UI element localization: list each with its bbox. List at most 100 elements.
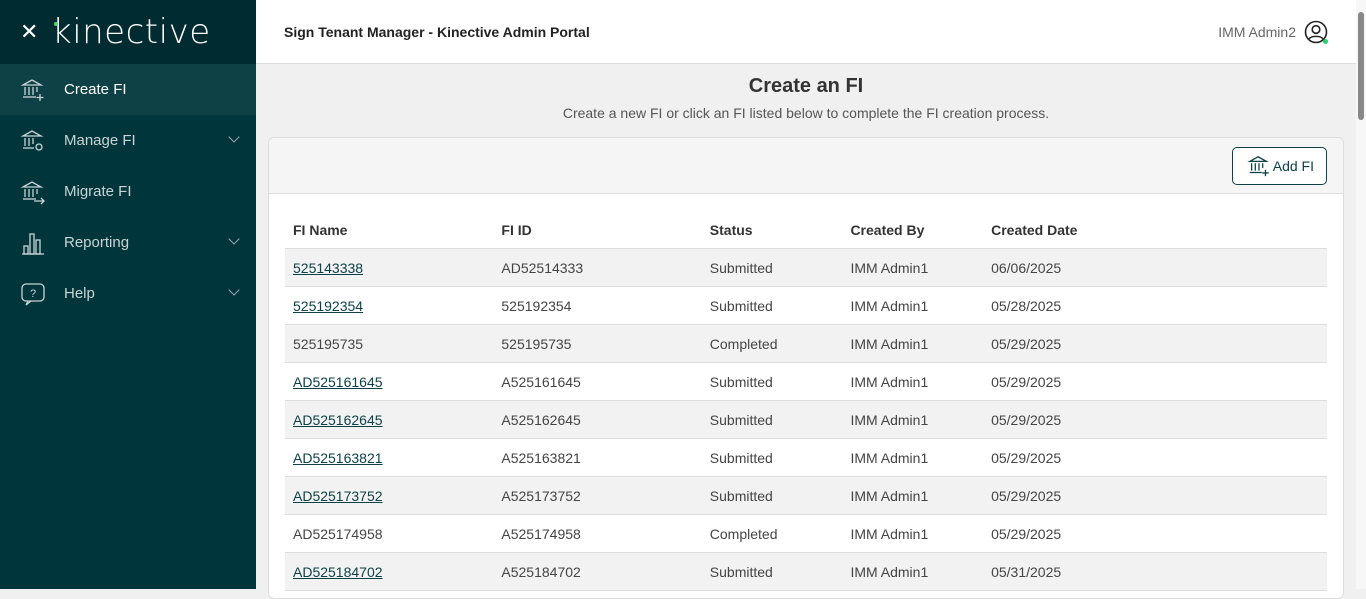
main-content: Create an FI Create a new FI or click an… xyxy=(256,65,1356,599)
sidebar-item-label: Help xyxy=(64,285,95,302)
fi-name-link[interactable]: AD525163821 xyxy=(293,449,383,466)
status-cell: Submitted xyxy=(701,552,843,591)
sidebar-item-create-fi[interactable]: Create FI xyxy=(0,64,256,115)
created-date-cell: 05/29/2025 xyxy=(983,362,1327,401)
created-date-cell: 05/29/2025 xyxy=(983,476,1327,515)
fi-id-cell: A525184702 xyxy=(493,552,702,591)
page-title: Create an FI xyxy=(748,75,864,97)
fi-name-cell: AD525161645 xyxy=(285,362,494,401)
bank-plus-icon xyxy=(1247,156,1269,177)
user-name: IMM Admin2 xyxy=(1218,23,1296,40)
fi-table: FI Name FI ID Status Created By Created Date… xyxy=(285,210,1327,591)
sidebar-item-label: Manage FI xyxy=(64,132,136,149)
chevron-down-icon[interactable] xyxy=(228,233,240,245)
created-by-cell: IMM Admin1 xyxy=(842,400,984,439)
table-row: 525192354 525192354 Submitted IMM Admin1 05/… xyxy=(285,286,1327,325)
sidebar-item-help[interactable]: ? Help xyxy=(0,268,256,319)
sidebar-item-migrate-fi[interactable]: Migrate FI xyxy=(0,166,256,217)
created-date-cell: 05/29/2025 xyxy=(983,324,1327,363)
fi-name-cell: 525195735 xyxy=(285,324,494,363)
table-row: AD525184702 A525184702 Submitted IMM Admin1… xyxy=(285,552,1327,591)
created-by-cell: IMM Admin1 xyxy=(842,286,984,325)
scrollbar-thumb[interactable] xyxy=(1358,12,1364,120)
kinective-logo: kinective xyxy=(52,12,211,52)
fi-id-cell: A525161645 xyxy=(493,362,702,401)
fi-id-cell: 525195735 xyxy=(493,324,702,363)
status-cell: Submitted xyxy=(701,476,843,515)
sidebar-item-label: Reporting xyxy=(64,234,130,251)
fi-name-link[interactable]: 525143338 xyxy=(293,259,364,276)
fi-name-link[interactable]: AD525173752 xyxy=(293,487,383,504)
fi-name: AD525174958 xyxy=(293,525,383,542)
created-by-cell: IMM Admin1 xyxy=(842,514,984,553)
chevron-down-icon[interactable] xyxy=(228,131,240,143)
column-header: FI Name xyxy=(285,210,494,249)
card-toolbar: Add FI xyxy=(269,138,1343,194)
status-cell: Completed xyxy=(701,324,843,363)
header: Sign Tenant Manager - Kinective Admin Po… xyxy=(256,0,1356,64)
table-header-row: FI Name FI ID Status Created By Created Date xyxy=(285,210,1327,249)
fi-name-cell: AD525174958 xyxy=(285,514,494,553)
created-date-cell: 05/31/2025 xyxy=(983,552,1327,591)
created-date-cell: 06/06/2025 xyxy=(983,248,1327,287)
column-header: Created Date xyxy=(983,210,1327,249)
created-date-cell: 05/29/2025 xyxy=(983,514,1327,553)
created-by-cell: IMM Admin1 xyxy=(842,248,984,287)
fi-id-cell: AD52514333 xyxy=(493,248,702,287)
user-avatar-icon[interactable] xyxy=(1304,20,1328,44)
table-row: AD525173752 A525173752 Submitted IMM Admin1… xyxy=(285,476,1327,515)
sidebar-item-label: Migrate FI xyxy=(64,183,132,200)
bank-gear-icon xyxy=(20,129,44,151)
fi-name-link[interactable]: 525192354 xyxy=(293,297,364,314)
table-row: AD525162645 A525162645 Submitted IMM Admin1… xyxy=(285,400,1327,439)
fi-id-cell: 525192354 xyxy=(493,286,702,325)
status-cell: Completed xyxy=(701,514,843,553)
fi-card: Add FI FI Name FI ID Status Created By Creat… xyxy=(268,137,1344,599)
column-header: Status xyxy=(701,210,843,249)
created-date-cell: 05/29/2025 xyxy=(983,438,1327,477)
sidebar-item-label: Create FI xyxy=(64,81,127,98)
bank-arrow-icon xyxy=(20,180,45,204)
created-date-cell: 05/29/2025 xyxy=(983,400,1327,439)
created-by-cell: IMM Admin1 xyxy=(842,362,984,401)
fi-name-cell: AD525173752 xyxy=(285,476,494,515)
user-menu[interactable]: IMM Admin2 xyxy=(1218,20,1328,44)
created-by-cell: IMM Admin1 xyxy=(842,438,984,477)
page-subtitle: Create a new FI or click an FI listed be… xyxy=(562,105,1050,121)
add-fi-button[interactable]: Add FI xyxy=(1231,147,1327,185)
fi-name-cell: 525192354 xyxy=(285,286,494,325)
fi-name-cell: AD525184702 xyxy=(285,552,494,591)
fi-name-link[interactable]: AD525162645 xyxy=(293,411,383,428)
created-by-cell: IMM Admin1 xyxy=(842,324,984,363)
app-title: Sign Tenant Manager - Kinective Admin Po… xyxy=(284,23,590,40)
fi-id-cell: A525173752 xyxy=(493,476,702,515)
fi-name-link[interactable]: AD525184702 xyxy=(293,563,383,580)
bank-plus-icon xyxy=(20,78,44,101)
fi-id-cell: A525162645 xyxy=(493,400,702,439)
table-row: 525195735 525195735 Completed IMM Admin1 05/… xyxy=(285,324,1327,363)
bar-chart-icon xyxy=(22,232,44,255)
fi-name: 525195735 xyxy=(293,335,364,352)
fi-name-cell: 525143338 xyxy=(285,248,494,287)
status-cell: Submitted xyxy=(701,400,843,439)
column-header: Created By xyxy=(842,210,984,249)
chevron-down-icon[interactable] xyxy=(228,284,240,296)
table-row: AD525161645 A525161645 Submitted IMM Admin1… xyxy=(285,362,1327,401)
sidebar-item-manage-fi[interactable]: Manage FI xyxy=(0,115,256,166)
table-row: AD525163821 A525163821 Submitted IMM Admin1… xyxy=(285,438,1327,477)
fi-name-link[interactable]: AD525161645 xyxy=(293,373,383,390)
help-icon: ? xyxy=(21,282,45,306)
column-header: FI ID xyxy=(493,210,702,249)
fi-name-cell: AD525163821 xyxy=(285,438,494,477)
created-date-cell: 05/28/2025 xyxy=(983,286,1327,325)
table-row: 525143338 AD52514333 Submitted IMM Admin1 06… xyxy=(285,248,1327,287)
brand-bar: ✕ kinective xyxy=(0,0,256,64)
close-icon[interactable]: ✕ xyxy=(20,19,39,44)
created-by-cell: IMM Admin1 xyxy=(842,476,984,515)
status-cell: Submitted xyxy=(701,286,843,325)
created-by-cell: IMM Admin1 xyxy=(842,552,984,591)
fi-id-cell: A525163821 xyxy=(493,438,702,477)
sidebar-item-reporting[interactable]: Reporting xyxy=(0,217,256,268)
status-cell: Submitted xyxy=(701,248,843,287)
scrollbar[interactable] xyxy=(1356,0,1366,589)
